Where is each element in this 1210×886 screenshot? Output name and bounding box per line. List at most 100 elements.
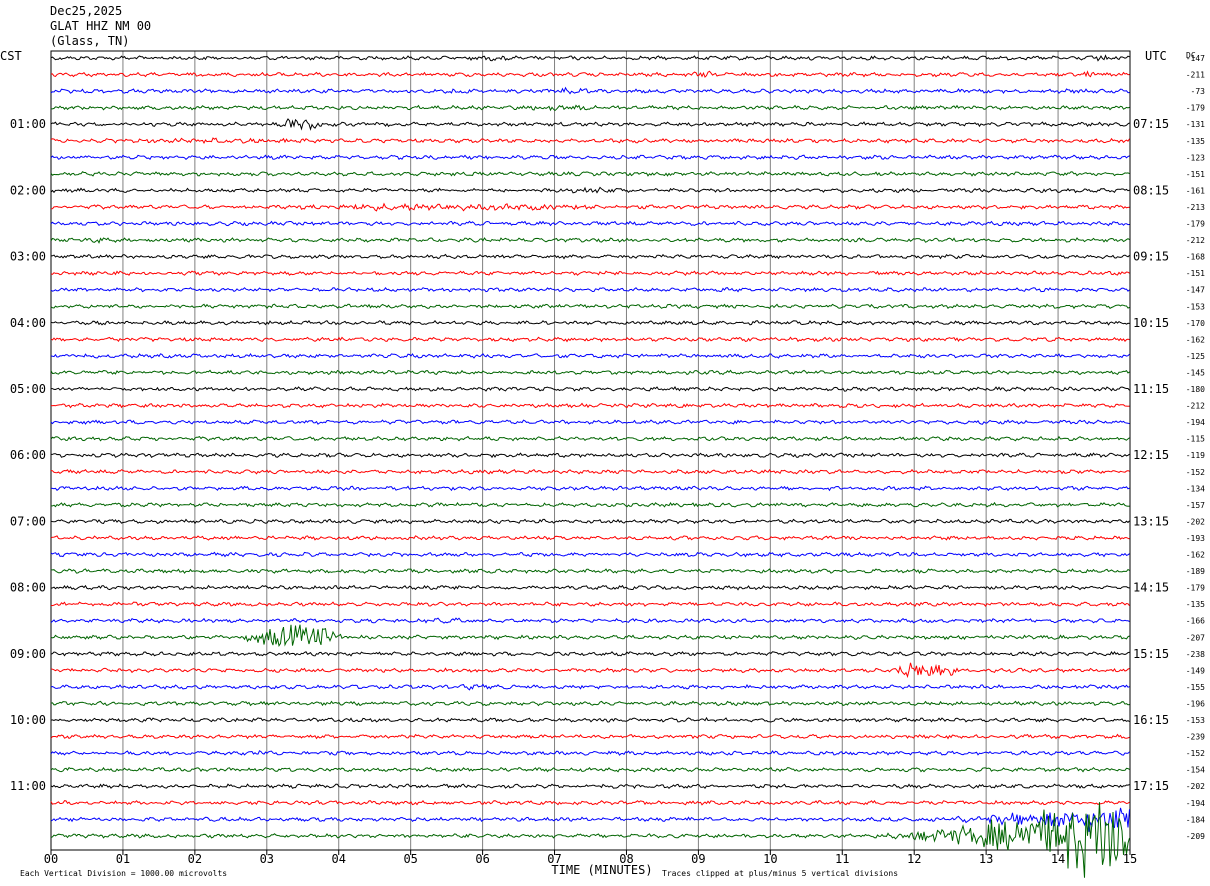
dc-offset-label: -149 (1186, 666, 1205, 675)
trace-row-32 (50, 584, 1130, 591)
dc-header-label: DC (1186, 51, 1196, 60)
trace-row-19 (50, 369, 1130, 376)
trace-row-31 (51, 568, 1130, 574)
trace-row-34 (50, 617, 1130, 624)
trace-row-8 (50, 186, 1130, 194)
dc-offset-label: -157 (1186, 501, 1205, 510)
dc-offset-label: -115 (1186, 435, 1205, 444)
trace-row-20 (51, 386, 1130, 392)
x-tick-label: 14 (1051, 852, 1065, 866)
trace-row-21 (50, 402, 1130, 409)
dc-offset-label: -189 (1186, 567, 1205, 576)
trace-row-30 (50, 551, 1130, 558)
x-axis-title: TIME (MINUTES) (551, 863, 652, 877)
trace-row-7 (50, 171, 1130, 177)
x-tick-label: 10 (763, 852, 777, 866)
dc-offset-label: -154 (1186, 766, 1205, 775)
dc-offset-label: -168 (1186, 253, 1205, 262)
x-tick-label: 04 (332, 852, 346, 866)
dc-offset-label: -153 (1186, 716, 1205, 725)
dc-offset-label: -152 (1186, 749, 1205, 758)
right-time-label: 14:15 (1133, 581, 1169, 595)
dc-offset-label: -166 (1186, 617, 1205, 626)
trace-row-29 (50, 535, 1130, 541)
x-tick-label: 12 (907, 852, 921, 866)
right-time-label: 11:15 (1133, 382, 1169, 396)
left-time-label: 01:00 (10, 117, 46, 131)
left-timezone-label: CST (0, 49, 22, 63)
x-tick-label: 05 (403, 852, 417, 866)
dc-offset-label: -202 (1186, 517, 1205, 526)
left-time-label: 08:00 (10, 581, 46, 595)
dc-offset-label: -73 (1191, 87, 1206, 96)
dc-offset-label: -135 (1186, 137, 1205, 146)
left-time-label: 02:00 (10, 183, 46, 197)
dc-offset-label: -155 (1186, 683, 1205, 692)
dc-offset-label: -147 (1186, 286, 1205, 295)
trace-row-13 (50, 270, 1130, 276)
dc-offset-label: -152 (1186, 468, 1205, 477)
right-time-label: 10:15 (1133, 316, 1169, 330)
x-tick-label: 09 (691, 852, 705, 866)
trace-row-41 (50, 733, 1130, 740)
left-time-label: 09:00 (10, 647, 46, 661)
dc-offset-label: -153 (1186, 302, 1205, 311)
left-time-label: 04:00 (10, 316, 46, 330)
dc-offset-label: -238 (1186, 650, 1205, 659)
trace-row-3 (51, 104, 1130, 112)
dc-offset-label: -131 (1186, 120, 1205, 129)
dc-offset-label: -207 (1186, 633, 1205, 642)
trace-row-25 (50, 468, 1130, 475)
trace-row-36 (50, 650, 1130, 657)
trace-row-42 (50, 750, 1130, 756)
dc-offset-label: -209 (1186, 832, 1205, 841)
right-time-label: 07:15 (1133, 117, 1169, 131)
header-date: Dec25,2025 (50, 4, 123, 18)
dc-offset-label: -151 (1186, 269, 1205, 278)
trace-row-6 (50, 154, 1130, 161)
x-tick-label: 00 (44, 852, 58, 866)
trace-row-17 (50, 336, 1130, 343)
trace-row-26 (50, 485, 1130, 492)
dc-offset-label: -196 (1186, 699, 1205, 708)
trace-row-43 (50, 766, 1130, 773)
dc-offset-label: -180 (1186, 385, 1205, 394)
trace-row-47 (50, 802, 1130, 878)
right-time-label: 13:15 (1133, 514, 1169, 528)
dc-offset-label: -162 (1186, 335, 1205, 344)
dc-offset-label: -145 (1186, 368, 1205, 377)
right-time-label: 17:15 (1133, 779, 1169, 793)
trace-row-10 (50, 220, 1130, 227)
right-time-label: 08:15 (1133, 183, 1169, 197)
dc-offset-label: -212 (1186, 236, 1205, 245)
x-tick-label: 07 (547, 852, 561, 866)
trace-row-4 (50, 118, 1130, 131)
trace-row-33 (50, 601, 1130, 608)
x-tick-label: 02 (188, 852, 202, 866)
dc-offset-label: -179 (1186, 584, 1205, 593)
trace-row-46 (50, 807, 1130, 832)
trace-row-40 (50, 716, 1130, 723)
trace-row-15 (50, 303, 1130, 310)
dc-offset-label: -194 (1186, 418, 1205, 427)
left-time-label: 03:00 (10, 250, 46, 264)
right-time-label: 16:15 (1133, 713, 1169, 727)
x-tick-label: 11 (835, 852, 849, 866)
dc-offset-label: -134 (1186, 484, 1205, 493)
right-time-label: 09:15 (1133, 250, 1169, 264)
left-time-label: 06:00 (10, 448, 46, 462)
dc-offset-label: -193 (1186, 534, 1205, 543)
dc-offset-label: -151 (1186, 170, 1205, 179)
right-time-label: 15:15 (1133, 647, 1169, 661)
trace-row-2 (50, 86, 1130, 95)
x-tick-label: 03 (260, 852, 274, 866)
x-tick-label: 08 (619, 852, 633, 866)
dc-offset-label: -184 (1186, 815, 1205, 824)
dc-offset-label: -179 (1186, 104, 1205, 113)
dc-offset-label: -212 (1186, 402, 1205, 411)
x-tick-label: 01 (116, 852, 130, 866)
trace-row-9 (50, 202, 1130, 212)
dc-offset-label: -179 (1186, 220, 1205, 229)
dc-offset-label: -162 (1186, 551, 1205, 560)
